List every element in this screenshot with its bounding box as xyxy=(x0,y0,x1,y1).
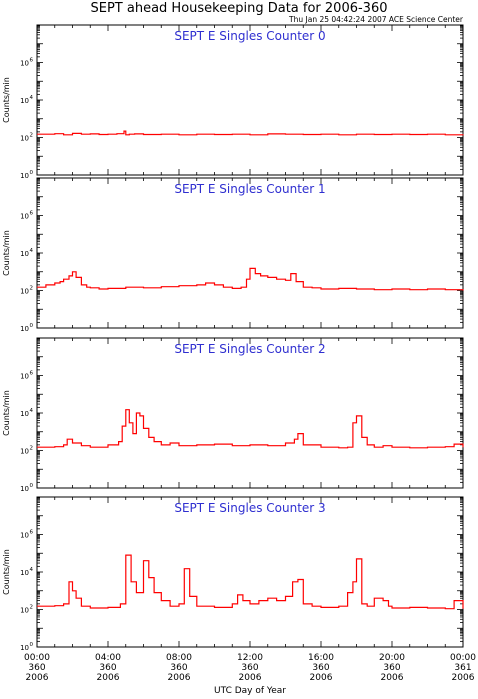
y-tick-label: 10 xyxy=(20,569,29,577)
chart-title: SEPT ahead Housekeeping Data for 2006-36… xyxy=(91,1,388,16)
y-tick-label: 10 xyxy=(20,250,29,258)
y-tick-exponent: 0 xyxy=(30,170,34,176)
y-tick-exponent: 0 xyxy=(30,323,34,329)
x-tick-label: 2006 xyxy=(97,673,120,683)
panel-frame xyxy=(36,177,464,329)
x-axis-title: UTC Day of Year xyxy=(214,686,286,696)
x-tick-label: 360 xyxy=(99,663,116,673)
x-tick-label: 2006 xyxy=(452,673,475,683)
y-tick-label: 10 xyxy=(20,373,29,381)
panel-label: SEPT E Singles Counter 1 xyxy=(174,182,325,196)
series-line xyxy=(37,130,464,136)
x-tick-label: 00:00 xyxy=(450,653,476,663)
y-tick-label: 10 xyxy=(20,325,29,333)
x-tick-label: 04:00 xyxy=(95,653,121,663)
y-axis-label: Counts/min xyxy=(2,230,11,276)
y-tick-exponent: 6 xyxy=(30,58,34,64)
x-tick-label: 2006 xyxy=(168,673,191,683)
y-axis-label: Counts/min xyxy=(2,390,11,436)
series-line xyxy=(37,409,464,449)
x-tick-label: 12:00 xyxy=(237,653,263,663)
x-tick-label: 360 xyxy=(28,663,45,673)
y-tick-label: 10 xyxy=(20,288,29,296)
y-tick-label: 10 xyxy=(20,97,29,105)
y-tick-label: 10 xyxy=(20,135,29,143)
x-tick-label: 360 xyxy=(383,663,400,673)
x-axis-labels: 00:00360200604:00360200608:00360200612:0… xyxy=(24,653,476,683)
chart-timestamp: Thu Jan 25 04:42:24 2007 ACE Science Cen… xyxy=(288,15,464,24)
panel-label: SEPT E Singles Counter 0 xyxy=(174,29,325,43)
y-tick-exponent: 2 xyxy=(30,286,34,292)
x-tick-label: 16:00 xyxy=(308,653,334,663)
panel-label: SEPT E Singles Counter 3 xyxy=(174,501,325,515)
y-tick-label: 10 xyxy=(20,172,29,180)
x-tick-label: 360 xyxy=(312,663,329,673)
y-tick-label: 10 xyxy=(20,644,29,652)
panel-label: SEPT E Singles Counter 2 xyxy=(174,342,325,356)
x-tick-label: 2006 xyxy=(26,673,49,683)
series-line xyxy=(37,554,464,610)
y-tick-label: 10 xyxy=(20,448,29,456)
series-line xyxy=(37,267,464,291)
y-tick-exponent: 4 xyxy=(30,408,34,414)
x-tick-label: 360 xyxy=(241,663,258,673)
x-tick-label: 361 xyxy=(454,663,471,673)
y-tick-exponent: 4 xyxy=(30,567,34,573)
y-tick-exponent: 2 xyxy=(30,133,34,139)
y-tick-label: 10 xyxy=(20,60,29,68)
y-tick-label: 10 xyxy=(20,213,29,221)
y-tick-exponent: 4 xyxy=(30,248,34,254)
y-axis-label: Counts/min xyxy=(2,77,11,123)
y-tick-exponent: 4 xyxy=(30,95,34,101)
x-tick-label: 2006 xyxy=(239,673,262,683)
y-tick-label: 10 xyxy=(20,485,29,493)
y-tick-exponent: 6 xyxy=(30,211,34,217)
x-tick-label: 2006 xyxy=(381,673,404,683)
y-tick-exponent: 2 xyxy=(30,446,34,452)
panel-frame xyxy=(36,337,464,489)
panel-frame xyxy=(36,496,464,648)
y-tick-exponent: 6 xyxy=(30,371,34,377)
x-tick-label: 20:00 xyxy=(379,653,405,663)
y-tick-label: 10 xyxy=(20,532,29,540)
y-tick-label: 10 xyxy=(20,410,29,418)
x-tick-label: 360 xyxy=(170,663,187,673)
panel-frame xyxy=(36,24,464,176)
y-tick-label: 10 xyxy=(20,607,29,615)
y-axis-label: Counts/min xyxy=(2,549,11,595)
y-tick-exponent: 0 xyxy=(30,483,34,489)
y-tick-exponent: 0 xyxy=(30,642,34,648)
y-tick-exponent: 2 xyxy=(30,605,34,611)
x-tick-label: 2006 xyxy=(310,673,333,683)
x-tick-label: 00:00 xyxy=(24,653,50,663)
x-tick-label: 08:00 xyxy=(166,653,192,663)
y-tick-exponent: 6 xyxy=(30,530,34,536)
